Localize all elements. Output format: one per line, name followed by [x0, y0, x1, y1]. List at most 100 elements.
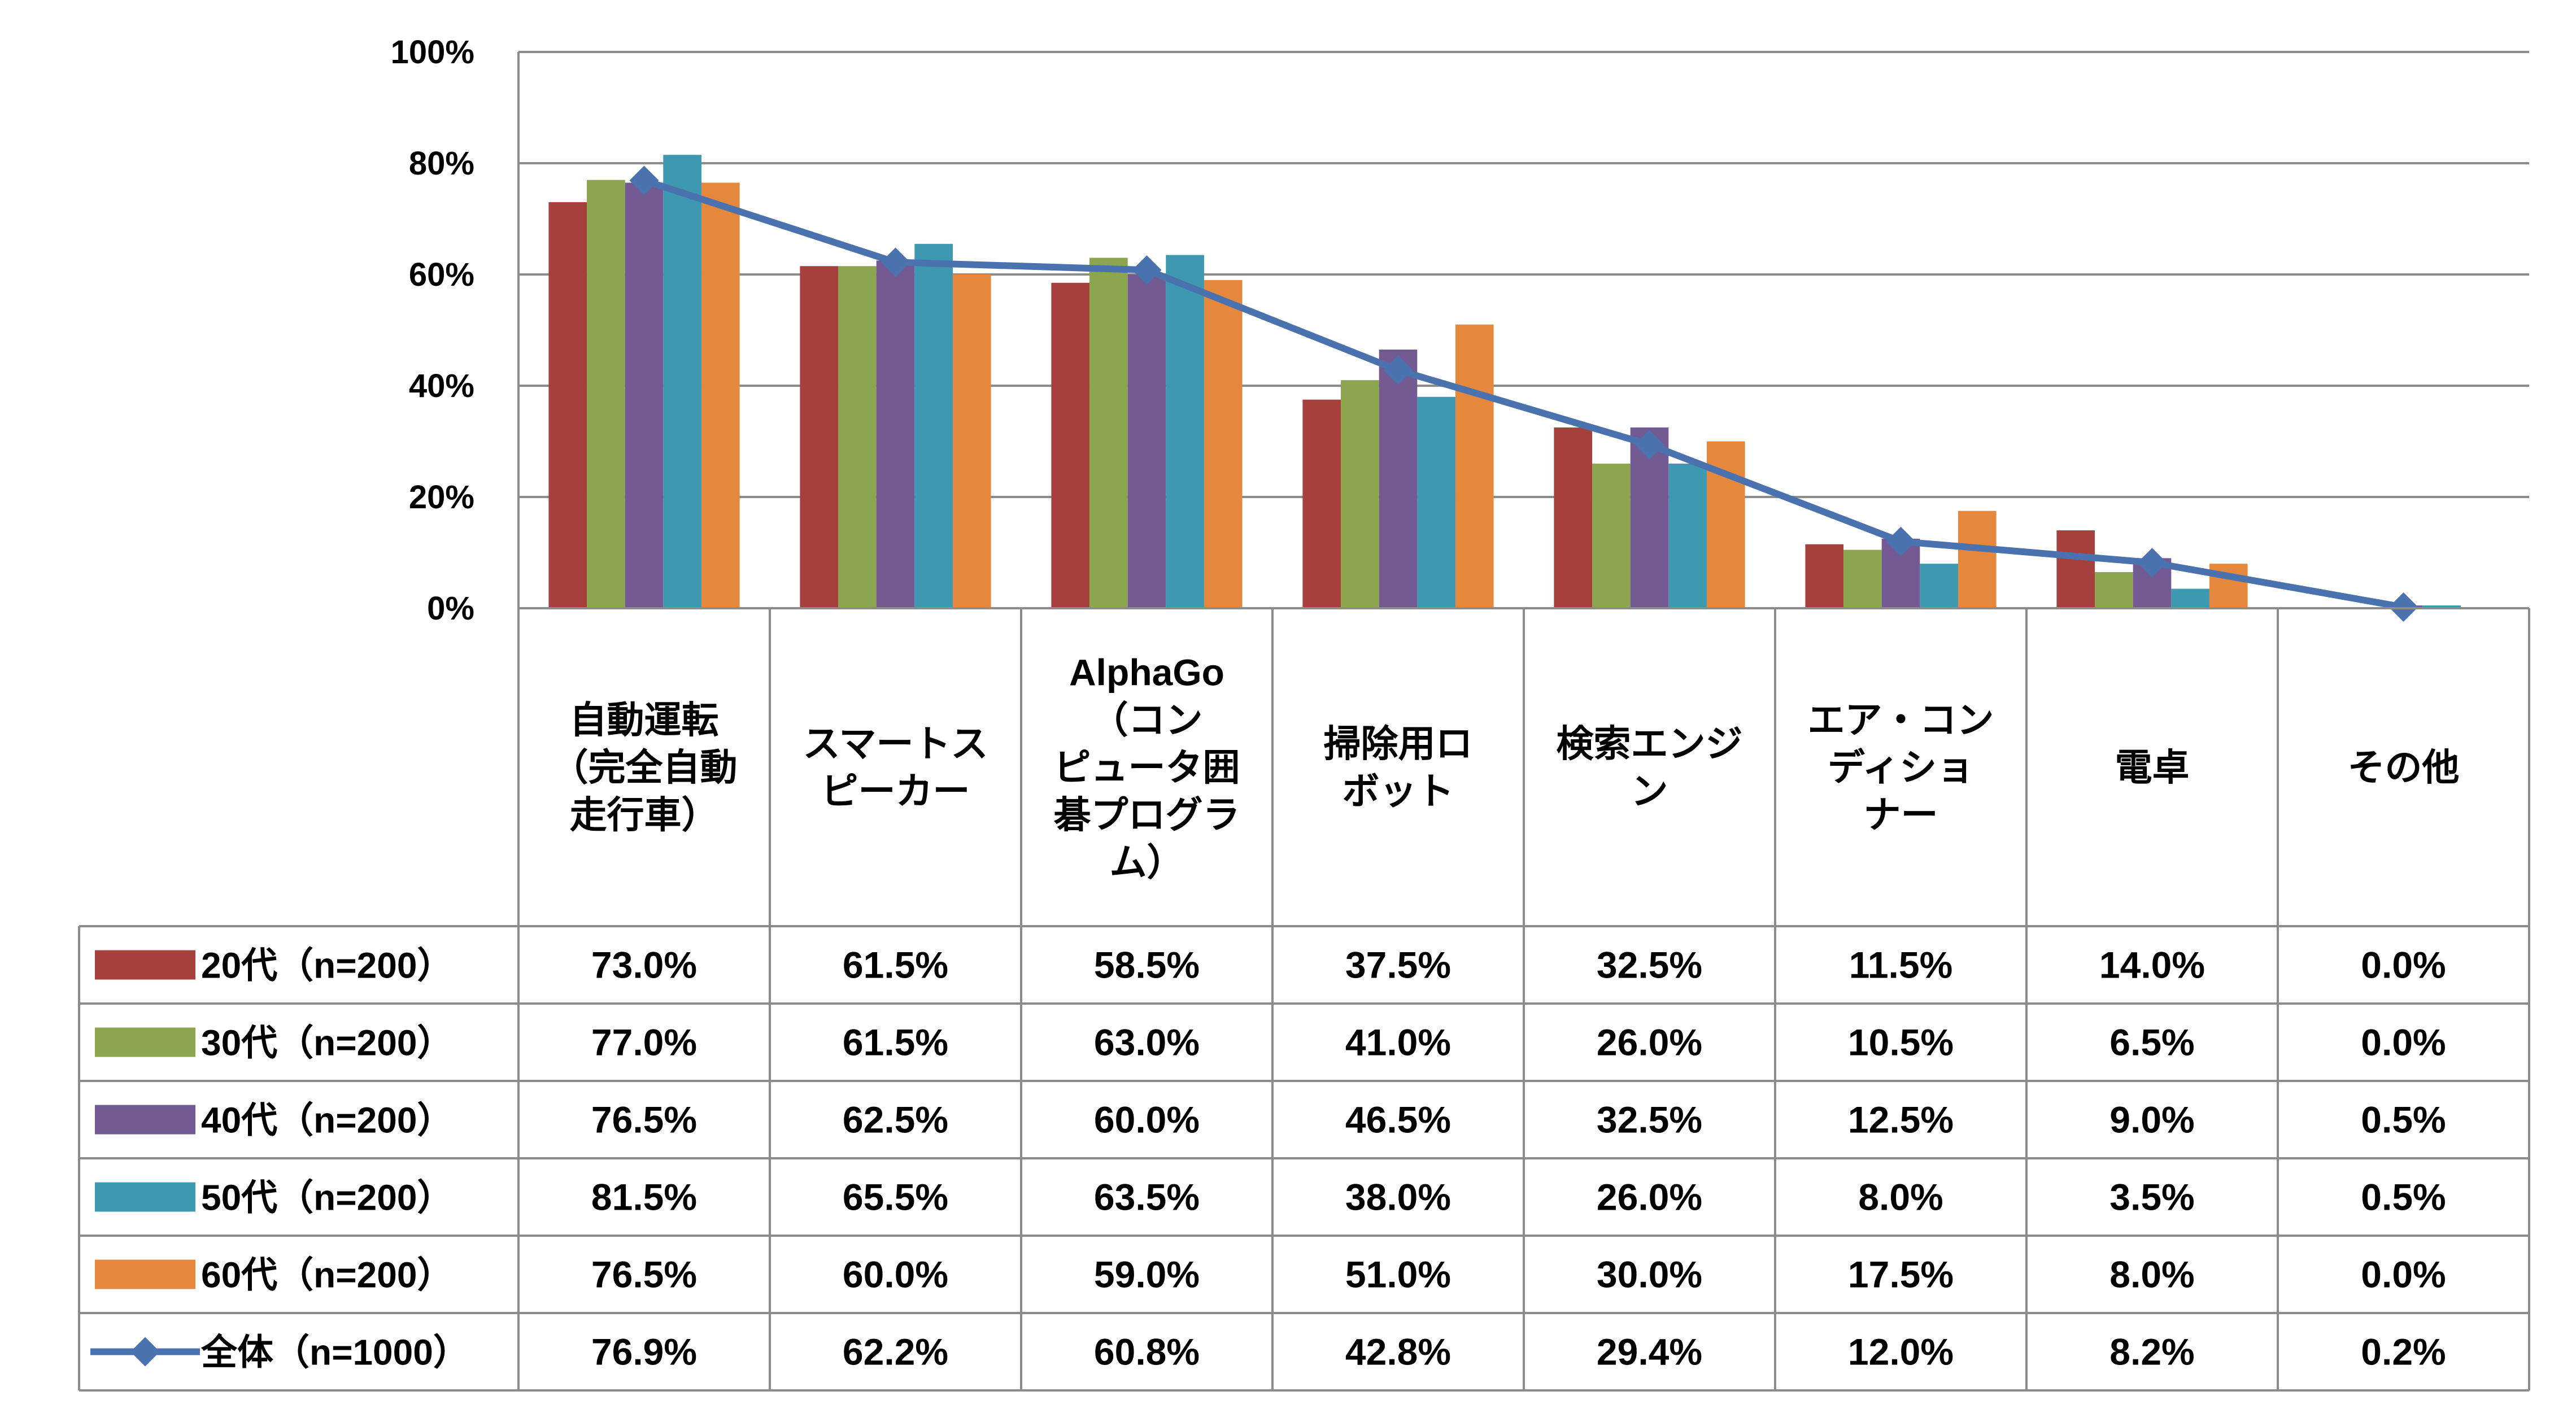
legend-label: 全体（n=1000） — [200, 1332, 469, 1373]
data-label: 12.5% — [1848, 1099, 1954, 1141]
legend-key — [95, 1105, 195, 1135]
legend-key — [95, 1259, 195, 1289]
data-label: 63.0% — [1094, 1022, 1200, 1063]
data-label: 62.5% — [843, 1099, 948, 1141]
legend-label: 40代（n=200） — [201, 1100, 453, 1141]
data-label: 0.0% — [2361, 944, 2446, 986]
bar — [838, 266, 877, 609]
bar — [1204, 280, 1243, 609]
data-label: 76.5% — [591, 1099, 697, 1141]
category-label: ム） — [1110, 841, 1184, 883]
data-label: 0.2% — [2361, 1331, 2446, 1373]
data-label: 77.0% — [591, 1022, 697, 1063]
category-label: AlphaGo — [1069, 652, 1224, 694]
bar — [1455, 324, 1494, 608]
data-label: 81.5% — [591, 1176, 697, 1218]
bar — [2171, 588, 2209, 608]
data-label: 41.0% — [1345, 1022, 1451, 1063]
category-label: ナー — [1864, 794, 1938, 836]
data-label: 0.0% — [2361, 1022, 2446, 1063]
category-label: 碁プログラ — [1054, 794, 1240, 836]
bar — [548, 202, 587, 608]
data-label: 51.0% — [1345, 1254, 1451, 1296]
legend-key — [95, 950, 195, 980]
category-label: ピュータ囲 — [1054, 747, 1240, 788]
data-label: 26.0% — [1597, 1022, 1702, 1063]
data-label: 8.0% — [2109, 1254, 2194, 1296]
category-label: その他 — [2348, 747, 2460, 788]
data-label: 12.0% — [1848, 1331, 1954, 1373]
series-line — [643, 177, 2404, 610]
data-label: 62.2% — [843, 1331, 948, 1373]
data-label: 8.0% — [1858, 1176, 1943, 1218]
data-label: 61.5% — [843, 1022, 948, 1063]
y-tick-label: 60% — [409, 256, 474, 293]
bar — [587, 180, 625, 608]
category-label: ピーカー — [821, 770, 970, 812]
category-label: スマートス — [803, 723, 988, 765]
y-tick-label: 100% — [391, 34, 474, 71]
data-label: 26.0% — [1597, 1176, 1702, 1218]
bar — [876, 260, 915, 608]
category-label: （完全自動 — [551, 747, 738, 788]
data-label: 76.5% — [591, 1254, 697, 1296]
data-label: 0.5% — [2361, 1176, 2446, 1218]
data-label: 3.5% — [2109, 1176, 2194, 1218]
category-label: エア・コン — [1808, 699, 1994, 741]
y-tick-label: 20% — [409, 479, 474, 516]
category-label: 走行車） — [570, 794, 719, 836]
bar — [952, 274, 991, 608]
category-label: ボット — [1343, 770, 1454, 812]
bar — [1379, 349, 1418, 608]
data-label: 0.5% — [2361, 1099, 2446, 1141]
line-point — [881, 247, 910, 277]
category-label: 掃除用ロ — [1324, 723, 1473, 765]
data-label: 76.9% — [591, 1331, 697, 1373]
y-tick-label: 0% — [427, 590, 474, 627]
data-label: 37.5% — [1345, 944, 1451, 986]
data-label: 0.0% — [2361, 1254, 2446, 1296]
data-label: 46.5% — [1345, 1099, 1451, 1141]
legend-label: 60代（n=200） — [201, 1255, 453, 1296]
data-label: 73.0% — [591, 944, 697, 986]
line-point — [1886, 526, 1916, 556]
data-label: 14.0% — [2099, 944, 2205, 986]
data-label: 59.0% — [1094, 1254, 1200, 1296]
bar — [1805, 544, 1844, 608]
data-label: 60.0% — [1094, 1099, 1200, 1141]
category-label: ン — [1631, 770, 1668, 812]
y-tick-label: 40% — [409, 368, 474, 404]
data-label: 63.5% — [1094, 1176, 1200, 1218]
line-point — [1383, 355, 1413, 385]
category-label: 電卓 — [2115, 747, 2190, 788]
bar — [1302, 399, 1341, 608]
bar — [1920, 564, 1958, 608]
data-label: 9.0% — [2109, 1099, 2194, 1141]
bar — [1127, 274, 1166, 608]
data-label: 32.5% — [1597, 944, 1702, 986]
bar — [2056, 530, 2095, 608]
bar — [2095, 572, 2133, 608]
legend-label: 50代（n=200） — [201, 1178, 453, 1218]
legend-key — [95, 1182, 195, 1212]
data-label: 58.5% — [1094, 944, 1200, 986]
data-label: 10.5% — [1848, 1022, 1954, 1063]
bar — [1554, 427, 1593, 608]
bar — [663, 155, 701, 609]
bar — [625, 182, 664, 609]
data-label: 17.5% — [1848, 1254, 1954, 1296]
line-point — [629, 165, 659, 195]
category-label: ディショ — [1828, 747, 1974, 788]
data-label: 11.5% — [1849, 944, 1953, 986]
data-label: 8.2% — [2109, 1331, 2194, 1373]
legend-marker — [130, 1337, 160, 1367]
bar — [800, 266, 839, 609]
bar — [1051, 282, 1090, 608]
bar — [701, 182, 740, 609]
bar — [1166, 255, 1204, 608]
line-point — [1132, 255, 1162, 285]
bar — [2422, 605, 2461, 608]
legend-label: 20代（n=200） — [201, 945, 453, 986]
data-label: 29.4% — [1597, 1331, 1702, 1373]
